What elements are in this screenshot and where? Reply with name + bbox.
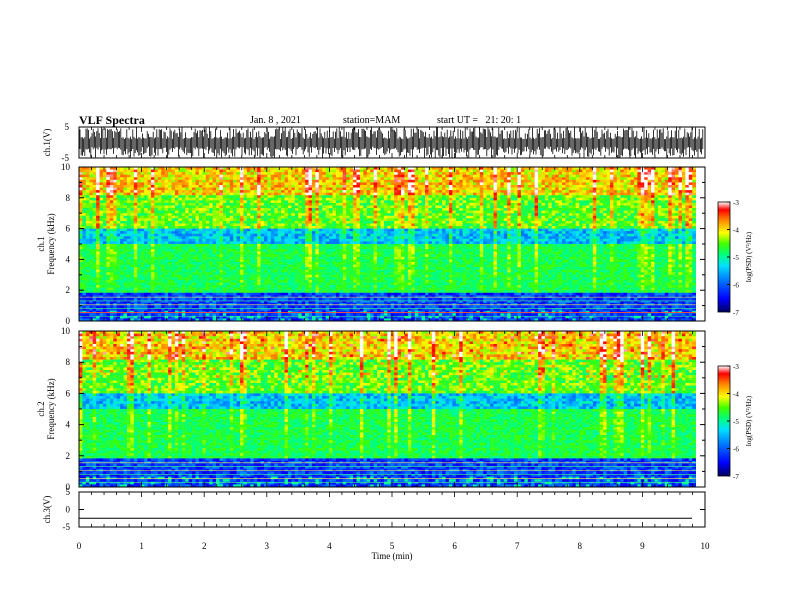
ch1-waveform-trace (80, 127, 703, 158)
x-tick-label: 8 (578, 541, 583, 551)
ch2-colorbar-tick-label: -4 (733, 391, 739, 399)
x-tick-label: 0 (77, 541, 82, 551)
ch1-ytick-label: 6 (66, 224, 71, 234)
ch1-colorbar-tick-label: -6 (733, 282, 739, 290)
ch1-ytick-label: 8 (66, 193, 71, 203)
ch1-colorbar-label: log(PSD) (V²/Hz) (745, 231, 753, 282)
ch2-colorbar-label: log(PSD) (V²/Hz) (745, 395, 753, 446)
ch1-spectrogram-image (79, 167, 696, 321)
ch3-ytick-label: 0 (66, 505, 71, 515)
ch3-ytick-label: 5 (66, 487, 71, 497)
x-tick-label: 9 (640, 541, 645, 551)
ch3-ytick-label: -5 (63, 522, 71, 532)
ch1-colorbar-tick-label: -5 (733, 254, 739, 262)
x-tick-label: 6 (452, 541, 457, 551)
ch1-waveform-ylabel: ch.1(V) (42, 129, 52, 157)
x-axis-label: Time (min) (372, 551, 413, 561)
ch2-ytick-label: 6 (66, 388, 71, 398)
ch1-ylabel-channel: ch.1 (36, 236, 46, 251)
x-tick-label: 4 (327, 541, 332, 551)
ch2-ytick-label: 4 (66, 420, 71, 430)
ch2-ytick-label: 8 (66, 357, 71, 367)
ch2-ylabel-frequency: Frequency (kHz) (46, 378, 56, 439)
ch1-ytick-label: 4 (66, 254, 71, 264)
ch1-colorbar-tick-label: -4 (733, 227, 739, 235)
ch1-ytick-label: 10 (61, 162, 71, 172)
x-tick-label: 3 (265, 541, 270, 551)
x-tick-label: 2 (202, 541, 207, 551)
ch1-colorbar-tick-label: -7 (733, 309, 739, 317)
x-tick-label: 10 (701, 541, 711, 551)
ch3-waveform-ylabel: ch.3(V) (42, 496, 52, 524)
ch1-colorbar-tick-label: -3 (733, 199, 739, 207)
x-tick-label: 5 (390, 541, 395, 551)
ch2-ytick-label: 2 (66, 451, 71, 461)
ch2-colorbar-tick-label: -7 (733, 473, 739, 481)
ch1-ytick-label: 2 (66, 285, 71, 295)
ch2-colorbar-tick-label: -6 (733, 446, 739, 454)
ch1-ytick-label: 0 (66, 316, 71, 326)
ch2-ylabel-channel: ch.2 (36, 401, 46, 416)
ch2-spectrogram-image (79, 331, 696, 487)
x-tick-label: 7 (515, 541, 520, 551)
x-tick-label: 1 (139, 541, 144, 551)
ch3-waveform-axes (79, 492, 705, 527)
ch2-colorbar-tick-label: -5 (733, 418, 739, 426)
ch1-waveform-line (80, 127, 703, 158)
ch1-ytick-label: 5 (65, 122, 70, 132)
ch2-ytick-label: 10 (61, 326, 71, 336)
ch2-colorbar-tick-label: -3 (733, 363, 739, 371)
ch1-ylabel-frequency: Frequency (kHz) (46, 213, 56, 274)
